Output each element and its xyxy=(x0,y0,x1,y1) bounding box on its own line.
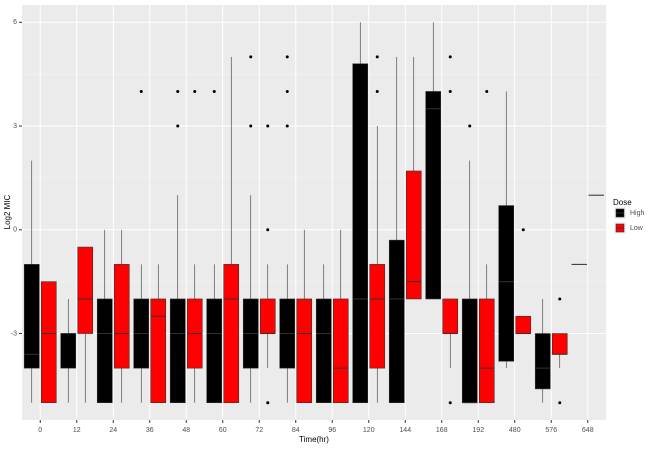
x-tick-label: 120 xyxy=(363,427,375,434)
legend-label: Low xyxy=(630,225,644,232)
x-tick-label: 48 xyxy=(182,427,190,434)
outlier xyxy=(193,90,196,93)
x-tick-label: 72 xyxy=(255,427,263,434)
box xyxy=(516,316,531,333)
legend-title: Dose xyxy=(613,198,632,207)
box xyxy=(552,334,567,355)
outlier xyxy=(140,90,143,93)
box xyxy=(535,334,550,389)
box xyxy=(443,299,458,334)
box-group xyxy=(353,22,368,402)
outlier xyxy=(176,125,179,128)
box xyxy=(462,299,477,403)
x-tick-label: 0 xyxy=(38,427,42,434)
outlier xyxy=(485,90,488,93)
x-tick-label: 144 xyxy=(399,427,411,434)
box xyxy=(207,299,222,403)
x-tick-label: 84 xyxy=(292,427,300,434)
outlier xyxy=(376,55,379,58)
outlier xyxy=(449,55,452,58)
outlier xyxy=(213,90,216,93)
outlier xyxy=(286,55,289,58)
x-tick-label: 648 xyxy=(582,427,594,434)
box xyxy=(389,240,404,403)
outlier xyxy=(266,228,269,231)
box xyxy=(406,171,421,299)
outlier xyxy=(522,228,525,231)
x-tick-label: 12 xyxy=(73,427,81,434)
x-tick-label: 168 xyxy=(436,427,448,434)
x-tick-label: 24 xyxy=(109,427,117,434)
box xyxy=(24,264,39,368)
outlier xyxy=(558,297,561,300)
outlier xyxy=(286,90,289,93)
box xyxy=(151,299,166,403)
outlier xyxy=(449,90,452,93)
box xyxy=(41,282,56,403)
x-tick-label: 192 xyxy=(472,427,484,434)
box xyxy=(224,264,239,402)
x-axis-title: Time(hr) xyxy=(299,435,329,444)
y-tick-label: -3 xyxy=(11,330,17,337)
box xyxy=(353,64,368,403)
box xyxy=(316,299,331,403)
outlier xyxy=(266,125,269,128)
box xyxy=(333,299,348,403)
box xyxy=(499,206,514,362)
box xyxy=(479,299,494,403)
x-tick-label: 480 xyxy=(509,427,521,434)
box xyxy=(260,299,275,334)
x-tick-label: 60 xyxy=(219,427,227,434)
outlier xyxy=(249,125,252,128)
box xyxy=(78,247,93,333)
box-group xyxy=(41,282,56,403)
outlier xyxy=(449,401,452,404)
box xyxy=(97,299,112,403)
outlier xyxy=(286,125,289,128)
outlier xyxy=(468,125,471,128)
box xyxy=(114,264,129,368)
y-tick-label: 0 xyxy=(13,227,17,234)
y-tick-label: 6 xyxy=(13,19,17,26)
y-tick-label: 3 xyxy=(13,123,17,130)
y-axis-title: Log2 MIC xyxy=(3,194,12,229)
box xyxy=(61,334,76,369)
x-tick-label: 576 xyxy=(545,427,557,434)
outlier xyxy=(249,55,252,58)
box xyxy=(370,264,385,368)
outlier xyxy=(558,401,561,404)
outlier xyxy=(266,401,269,404)
box xyxy=(170,299,185,403)
box xyxy=(297,299,312,403)
outlier xyxy=(176,90,179,93)
x-tick-label: 96 xyxy=(328,427,336,434)
legend-label: High xyxy=(630,210,645,217)
box xyxy=(426,91,441,299)
x-tick-label: 36 xyxy=(146,427,154,434)
outlier xyxy=(376,90,379,93)
